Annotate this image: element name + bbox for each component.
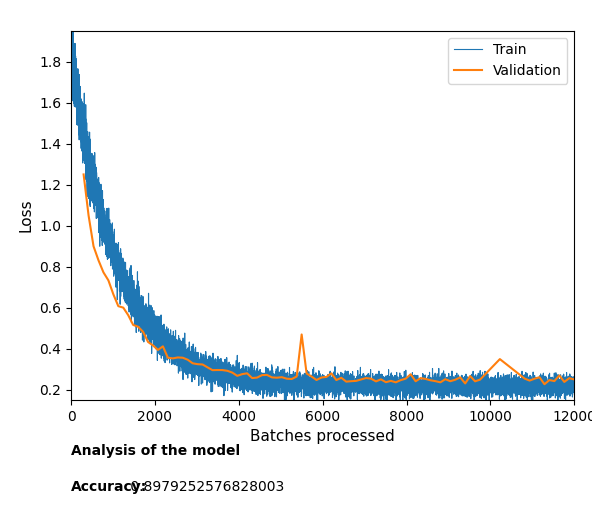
Train xyxy=(198,370,205,377)
Train xyxy=(94,196,101,203)
Train xyxy=(325,378,332,384)
Validation xyxy=(174,354,181,361)
Validation xyxy=(80,171,87,177)
Validation xyxy=(541,381,548,387)
Text: Accuracy:: Accuracy: xyxy=(71,480,147,494)
Train xyxy=(67,28,75,34)
Line: Train: Train xyxy=(71,31,574,400)
Train xyxy=(571,382,578,388)
Validation xyxy=(551,378,558,384)
X-axis label: Batches processed: Batches processed xyxy=(250,429,395,444)
Train xyxy=(332,372,339,379)
Legend: Train, Validation: Train, Validation xyxy=(448,38,567,84)
Validation xyxy=(571,377,578,383)
Text: 0.8979252576828003: 0.8979252576828003 xyxy=(126,480,284,494)
Y-axis label: Loss: Loss xyxy=(18,199,34,232)
Train xyxy=(281,397,288,403)
Validation xyxy=(194,361,201,367)
Validation xyxy=(531,376,538,382)
Line: Validation: Validation xyxy=(83,174,574,384)
Validation xyxy=(372,378,379,384)
Text: Analysis of the model: Analysis of the model xyxy=(71,444,240,458)
Train xyxy=(374,371,381,377)
Train xyxy=(142,314,149,321)
Validation xyxy=(333,377,340,383)
